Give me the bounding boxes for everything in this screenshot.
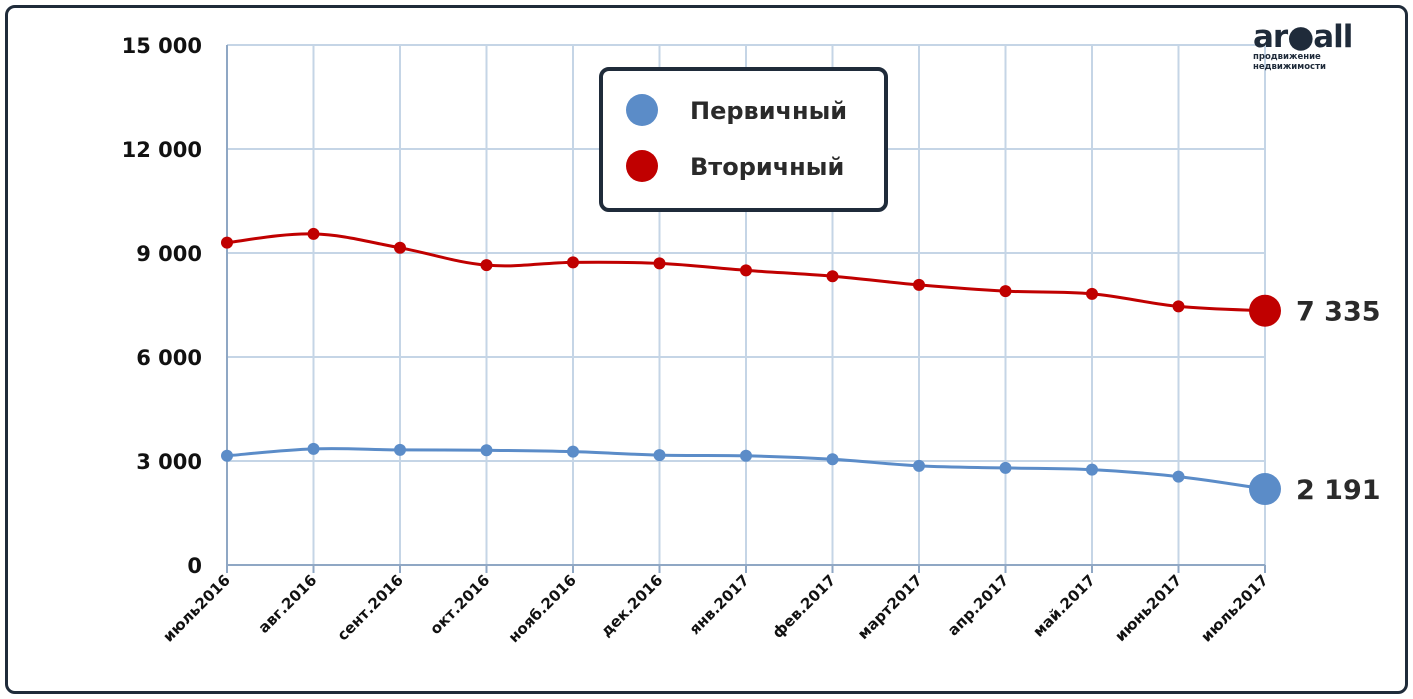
series-0-point	[394, 443, 406, 456]
x-tick-label: янв.2017	[686, 571, 753, 638]
series-0-point	[740, 449, 752, 462]
series-1-point	[567, 256, 579, 269]
series-1-point	[480, 259, 493, 272]
x-tick-label: дек.2016	[597, 571, 666, 640]
y-tick-label: 3 000	[136, 450, 202, 474]
series-1-point	[1086, 287, 1098, 300]
x-tick-label: окт.2016	[426, 571, 493, 638]
y-tick-label: 6 000	[136, 346, 202, 370]
series-0-end-label: 2 191	[1296, 475, 1381, 506]
series-0-point	[1086, 463, 1098, 476]
series-0-point	[307, 442, 320, 455]
series-1-end-point	[1249, 294, 1281, 327]
series-1-point	[307, 227, 320, 240]
series-0-point	[653, 449, 666, 462]
x-tick-label: апр.2017	[944, 571, 1012, 639]
series-0-point	[913, 459, 925, 472]
series-1-point	[653, 257, 666, 270]
series-1-point	[221, 236, 233, 249]
logo-subtitle-line1: продвижение	[1253, 52, 1321, 62]
series-1-point	[740, 264, 752, 277]
y-axis-ticks: 0 3 000 6 000 9 000 12 000 15 000	[122, 34, 202, 578]
x-tick-label: май.2017	[1029, 571, 1099, 641]
x-axis-ticks: июль2016 авг.2016 сент.2016 окт.2016 нояб.20…	[159, 571, 1271, 646]
series-1-point	[913, 278, 925, 291]
x-tick-label: авг.2016	[255, 571, 321, 637]
series-0-point	[480, 444, 493, 457]
series-1-point	[826, 270, 839, 283]
series-0-point	[1172, 470, 1185, 483]
x-tick-label: фев.2017	[769, 571, 840, 642]
series-0-end-point	[1249, 473, 1281, 506]
series-0-point	[221, 449, 233, 462]
series-0-point	[999, 461, 1012, 474]
x-tick-label: июнь2017	[1111, 571, 1185, 645]
y-tick-label: 0	[187, 554, 202, 578]
x-tick-label: март2017	[854, 571, 926, 643]
legend-label-secondary: Вторичный	[690, 153, 844, 181]
series-1-point	[394, 241, 406, 254]
axes	[226, 45, 1266, 573]
x-tick-label: июль2016	[159, 571, 233, 645]
logo: ar●all продвижение недвижимости	[1253, 19, 1353, 72]
legend-marker-secondary	[626, 150, 658, 182]
series-group: 2 191 7 335	[221, 227, 1381, 506]
legend: Первичный Вторичный	[599, 67, 888, 212]
x-tick-label: сент.2016	[334, 571, 407, 644]
legend-box	[599, 67, 888, 212]
series-0-point	[826, 453, 839, 466]
series-1-point	[999, 285, 1012, 298]
y-tick-label: 9 000	[136, 242, 202, 266]
y-tick-label: 12 000	[122, 138, 202, 162]
legend-marker-primary	[626, 94, 658, 126]
logo-wordmark: ar●all	[1253, 19, 1352, 55]
logo-subtitle-line2: недвижимости	[1253, 62, 1326, 72]
y-tick-label: 15 000	[122, 34, 202, 58]
series-1-end-label: 7 335	[1296, 297, 1381, 328]
x-tick-label: нояб.2016	[505, 571, 580, 646]
series-1-point	[1172, 300, 1185, 313]
series-0-point	[567, 445, 579, 458]
legend-label-primary: Первичный	[690, 97, 847, 125]
x-tick-label: июль2017	[1197, 571, 1271, 645]
